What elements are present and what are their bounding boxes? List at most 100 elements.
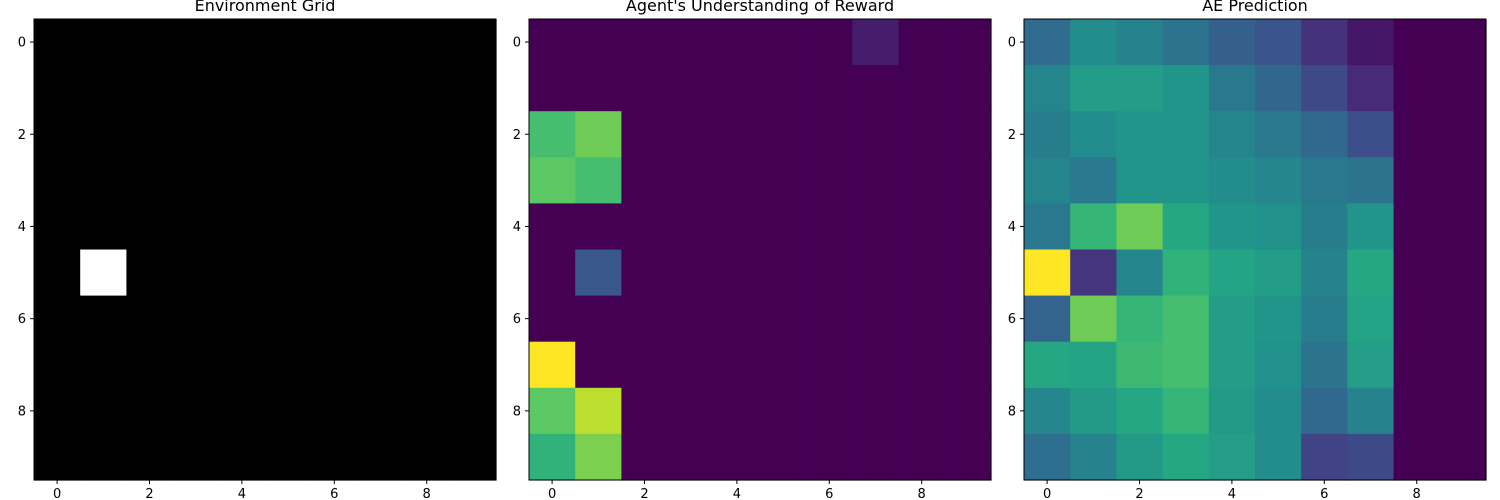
heatmap-cell	[944, 295, 992, 343]
heatmap-cell	[311, 65, 358, 112]
heatmap-cell	[357, 295, 405, 343]
heatmap-cell	[806, 203, 853, 251]
heatmap-cell	[1301, 111, 1348, 158]
axes-frame	[33, 18, 497, 481]
y-tick-label: 6	[1008, 312, 1016, 327]
heatmap-cell	[852, 433, 900, 481]
heatmap-cell	[1347, 341, 1395, 389]
heatmap-cell	[621, 203, 669, 251]
heatmap-cell	[1070, 295, 1117, 343]
heatmap-cell	[529, 19, 576, 66]
heatmap-cell	[34, 341, 81, 389]
heatmap-cell	[172, 295, 220, 343]
heatmap-cell	[172, 65, 220, 112]
heatmap-cell	[126, 249, 174, 297]
heatmap-cell	[172, 203, 220, 251]
heatmap-cell	[357, 249, 405, 297]
heatmap-cell	[311, 249, 358, 297]
heatmap-cell	[80, 341, 127, 389]
heatmap-cell	[1347, 157, 1395, 204]
heatmap-cell	[852, 203, 900, 251]
heatmap-cell	[265, 341, 312, 389]
heatmap-cell	[1070, 387, 1117, 435]
heatmap-cell	[34, 19, 81, 66]
heatmap-cell	[575, 341, 622, 389]
heatmap-cell	[1162, 249, 1210, 297]
heatmap-cell	[575, 249, 622, 297]
heatmap-cell	[1301, 433, 1348, 481]
heatmap-cell	[760, 295, 807, 343]
heatmap-cell	[1116, 111, 1164, 158]
heatmap-cell	[126, 295, 174, 343]
heatmap-cell	[265, 111, 312, 158]
heatmap-cell	[311, 433, 358, 481]
heatmap-cell	[357, 387, 405, 435]
heatmap-cell	[621, 157, 669, 204]
heatmap-cell	[1116, 65, 1164, 112]
heatmap-cell	[944, 19, 992, 66]
heatmap-cell	[529, 203, 576, 251]
heatmap-cell	[667, 295, 715, 343]
heatmap-cell	[311, 157, 358, 204]
heatmap-cell	[1439, 203, 1487, 251]
heatmap-cell	[80, 249, 127, 297]
heatmap-cell	[760, 387, 807, 435]
heatmap-cell	[1070, 249, 1117, 297]
heatmap-cell	[1162, 157, 1210, 204]
heatmap-cell	[1116, 387, 1164, 435]
y-tick-label: 0	[513, 36, 521, 51]
heatmap-cell	[172, 341, 220, 389]
heatmap-cell	[1024, 341, 1071, 389]
heatmap-cell	[1255, 387, 1302, 435]
heatmap-cell	[667, 111, 715, 158]
heatmap-cell	[806, 111, 853, 158]
heatmap-cell	[1116, 341, 1164, 389]
heatmap-cell	[898, 65, 946, 112]
heatmap-cell	[621, 387, 669, 435]
heatmap-cell	[449, 111, 497, 158]
heatmap-cell	[1208, 341, 1256, 389]
heatmap-cell	[944, 203, 992, 251]
heatmap-cell	[80, 433, 127, 481]
heatmap-cell	[667, 157, 715, 204]
heatmap-cell	[944, 341, 992, 389]
heatmap-cell	[1070, 433, 1117, 481]
heatmap-cell	[172, 19, 220, 66]
heatmap-cell	[760, 157, 807, 204]
heatmap-cell	[80, 19, 127, 66]
heatmap-cell	[126, 387, 174, 435]
heatmap-cell	[713, 387, 761, 435]
heatmap-cell	[1301, 157, 1348, 204]
heatmap-cell	[621, 295, 669, 343]
heatmap-cell	[1070, 111, 1117, 158]
heatmap-cell	[357, 65, 405, 112]
heatmap-cell	[1255, 341, 1302, 389]
heatmap-cell	[667, 387, 715, 435]
heatmap-cell	[1162, 19, 1210, 66]
heatmap-cell	[1116, 203, 1164, 251]
heatmap-cell	[172, 249, 220, 297]
x-tick-label: 8	[423, 487, 431, 500]
heatmap-cell	[311, 295, 358, 343]
y-tick-label: 2	[1008, 128, 1016, 143]
heatmap-cell	[357, 433, 405, 481]
heatmap-cell	[898, 111, 946, 158]
heatmap-cell	[1024, 387, 1071, 435]
heatmap-cell	[1208, 19, 1256, 66]
heatmap-cell	[667, 65, 715, 112]
heatmap-cell	[265, 295, 312, 343]
heatmap-cell	[265, 157, 312, 204]
heatmap-cell	[1393, 433, 1441, 481]
heatmap-cell	[34, 433, 81, 481]
y-tick-label: 8	[18, 404, 26, 419]
heatmap-cell	[1347, 19, 1395, 66]
heatmap-cell	[575, 387, 622, 435]
x-tick-label: 2	[145, 487, 153, 500]
heatmap-cell	[575, 65, 622, 112]
heatmap-cell	[529, 295, 576, 343]
heatmap-cell	[852, 65, 900, 112]
heatmap-cell	[944, 111, 992, 158]
heatmap-cell	[1347, 295, 1395, 343]
heatmap-cell	[1439, 295, 1487, 343]
heatmap-cell	[34, 387, 81, 435]
